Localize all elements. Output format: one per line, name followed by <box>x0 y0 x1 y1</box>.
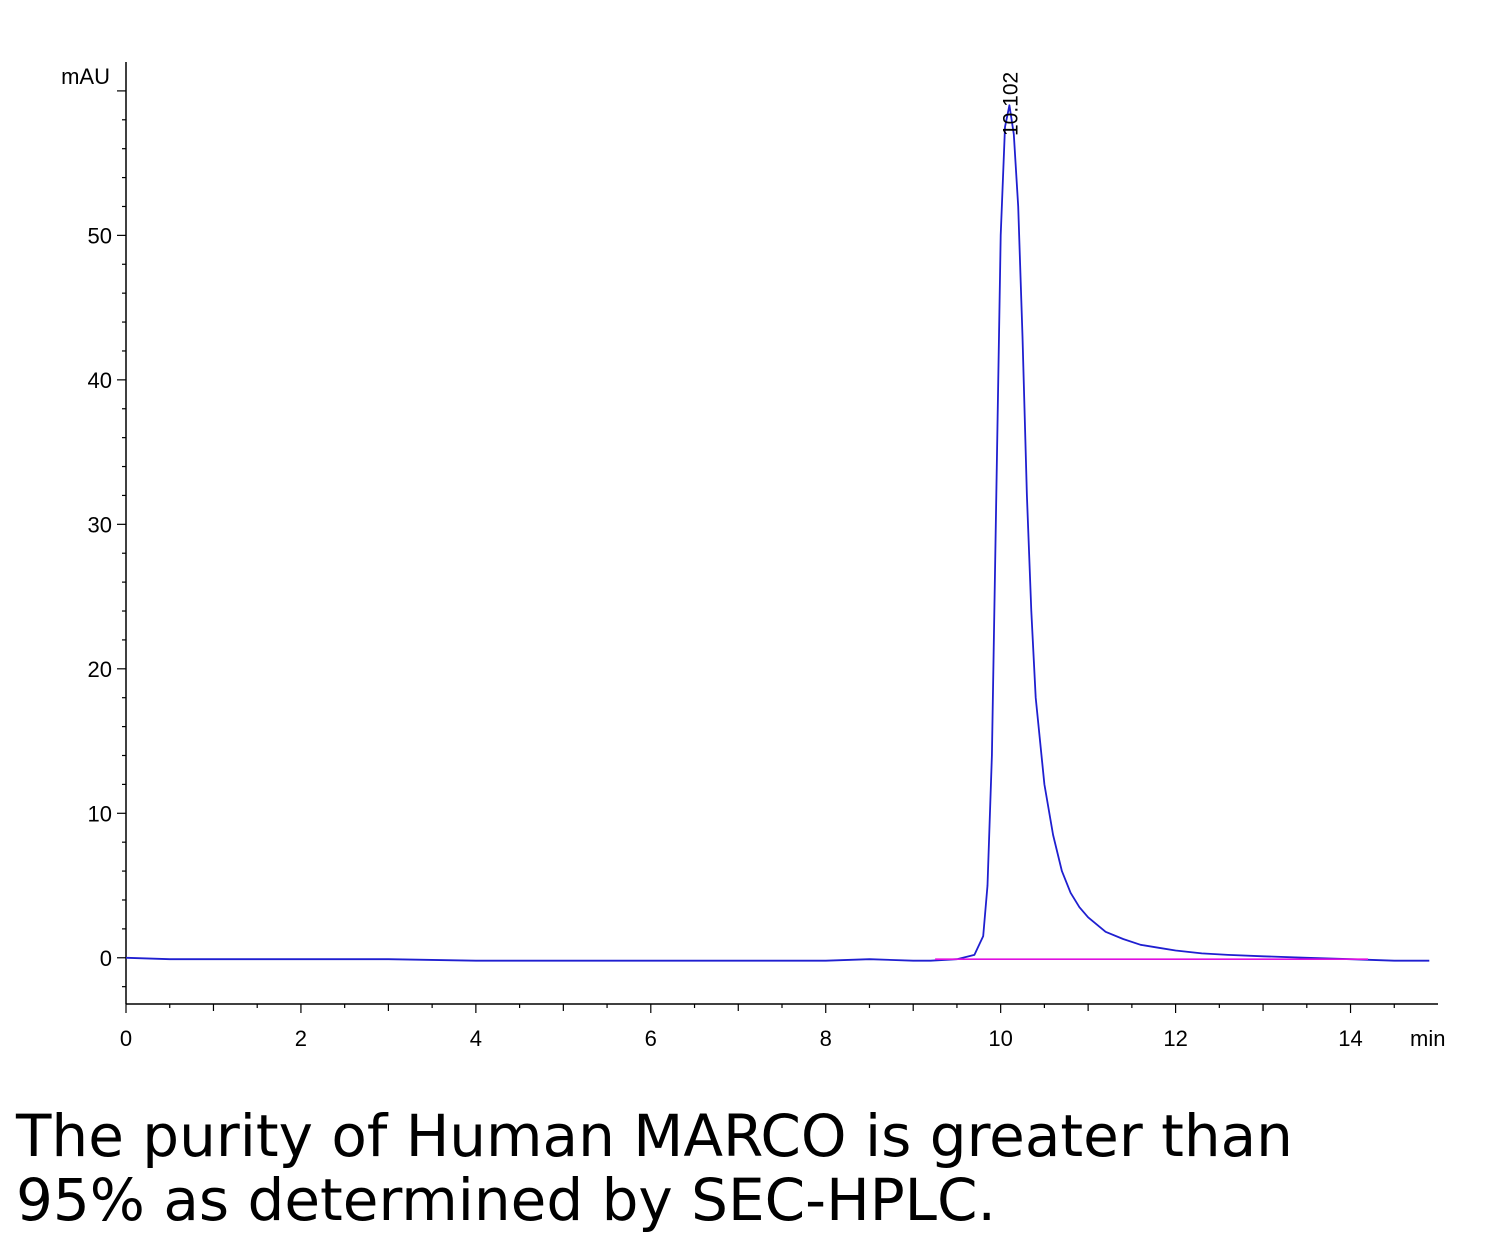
y-tick-label: 30 <box>88 512 112 537</box>
peak-retention-label: 10.102 <box>1000 72 1023 136</box>
y-tick-label: 0 <box>100 946 112 971</box>
x-tick-label: 14 <box>1338 1026 1362 1051</box>
y-tick-label: 20 <box>88 657 112 682</box>
y-tick-label: 40 <box>88 368 112 393</box>
x-tick-label: 2 <box>295 1026 307 1051</box>
x-tick-label: 10 <box>988 1026 1012 1051</box>
chromatogram-trace <box>125 104 1430 962</box>
x-tick-label: 6 <box>645 1026 657 1051</box>
x-axis-ticks: 0 2 4 6 8 10 12 14 min <box>120 1004 1445 1051</box>
x-axis-label: min <box>1410 1026 1445 1051</box>
x-tick-label: 4 <box>470 1026 482 1051</box>
traces <box>125 104 1430 962</box>
chromatogram-chart: 0 10 20 30 40 50 mAU 0 2 4 6 8 10 12 14 min 10.102 <box>61 62 1445 1051</box>
axes <box>125 62 1438 1005</box>
y-tick-label: 10 <box>88 801 112 826</box>
y-tick-label: 50 <box>88 223 112 248</box>
caption: The purity of Human MARCO is greater tha… <box>16 1104 1476 1232</box>
x-tick-label: 12 <box>1163 1026 1187 1051</box>
caption-line-2: 95% as determined by SEC-HPLC. <box>16 1166 996 1234</box>
x-tick-label: 0 <box>120 1026 132 1051</box>
y-axis-ticks: 0 10 20 30 40 50 mAU <box>61 64 126 988</box>
labels: 10.102 <box>1000 72 1023 136</box>
caption-line-1: The purity of Human MARCO is greater tha… <box>16 1102 1293 1170</box>
y-axis-label: mAU <box>61 64 110 89</box>
x-tick-label: 8 <box>820 1026 832 1051</box>
